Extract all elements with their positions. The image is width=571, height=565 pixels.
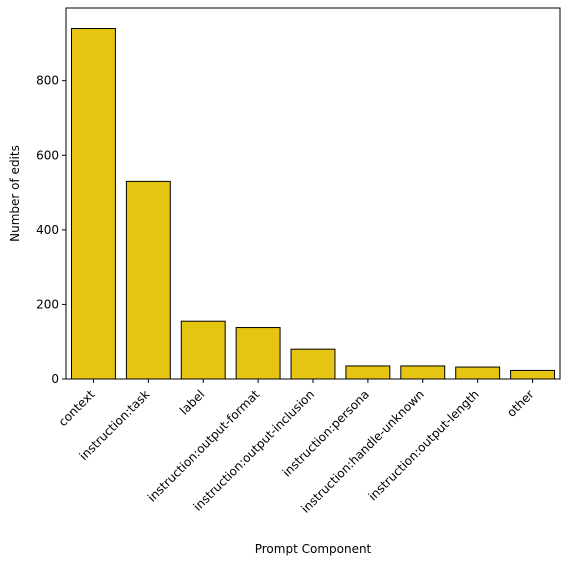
y-tick-label: 800 bbox=[36, 74, 59, 88]
x-tick-label: instruction:output-length bbox=[366, 387, 482, 503]
x-axis-label: Prompt Component bbox=[255, 542, 372, 556]
bars-group bbox=[70, 28, 556, 380]
x-tick-label: context bbox=[56, 387, 98, 429]
bar-instruction-handle-unknown bbox=[400, 365, 446, 380]
y-axis-ticks: 0 200 400 600 800 bbox=[36, 74, 66, 386]
bar-other bbox=[510, 369, 556, 380]
x-tick-label: other bbox=[504, 387, 537, 420]
y-tick-label: 600 bbox=[36, 148, 59, 162]
plot-frame bbox=[65, 7, 561, 380]
bar-instruction-output-length bbox=[455, 366, 501, 380]
y-axis-label: Number of edits bbox=[8, 145, 22, 242]
x-tick-label: label bbox=[177, 387, 207, 417]
bar-context bbox=[70, 28, 116, 380]
bar-label bbox=[180, 320, 226, 380]
bar-instruction-output-format bbox=[235, 327, 281, 380]
y-tick-label: 400 bbox=[36, 223, 59, 237]
bar-instruction-output-inclusion bbox=[290, 348, 336, 380]
bar-instruction-persona bbox=[345, 365, 391, 380]
y-tick-label: 200 bbox=[36, 297, 59, 311]
bar-instruction-task bbox=[125, 180, 171, 380]
y-tick-label: 0 bbox=[51, 372, 59, 386]
x-tick-label: instruction:output-format bbox=[145, 387, 263, 505]
